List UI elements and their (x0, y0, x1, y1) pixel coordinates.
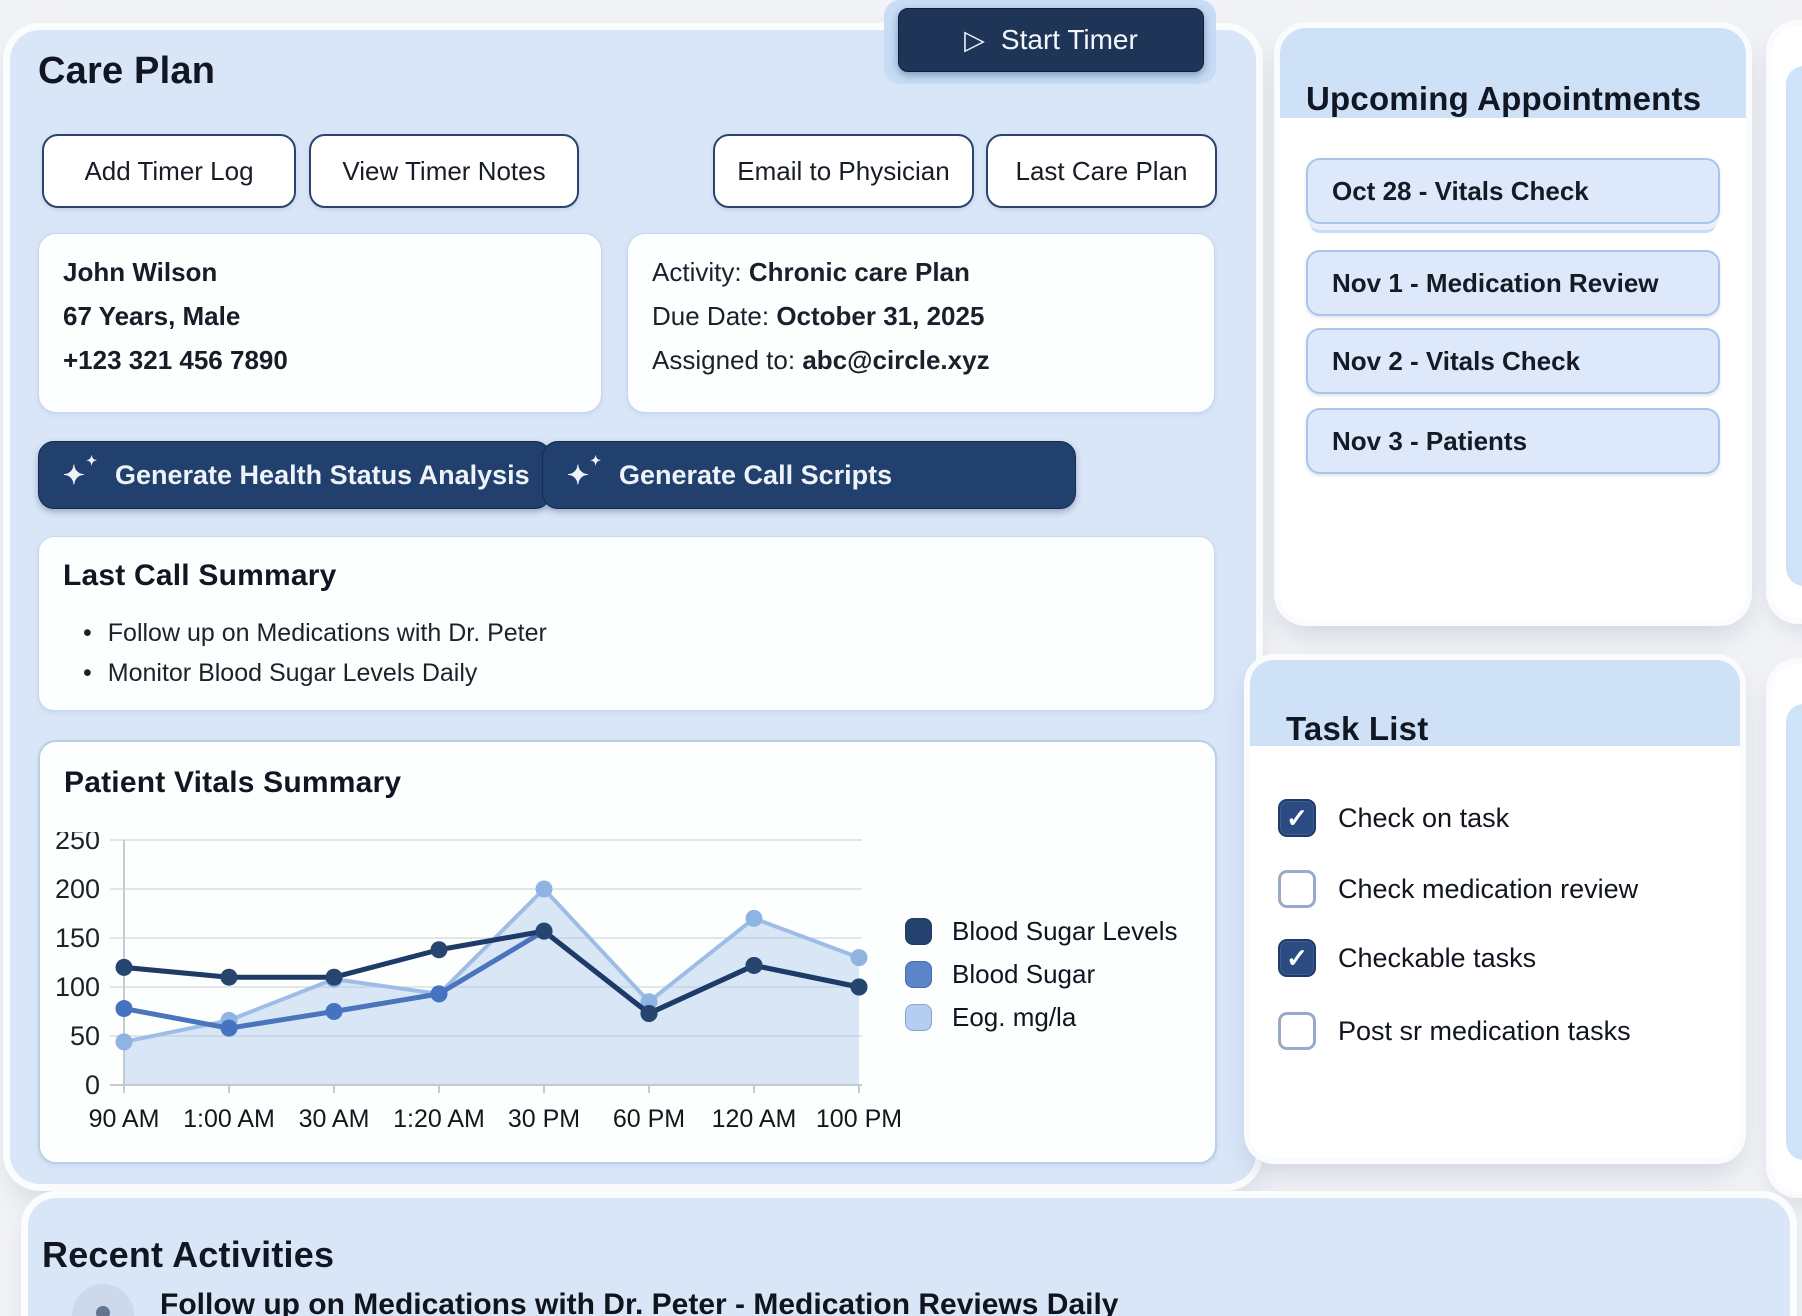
task-checkbox-medication-review[interactable] (1278, 870, 1316, 908)
task-label: Check on task (1338, 802, 1510, 833)
care-plan-title: Care Plan (38, 50, 216, 92)
svg-text:1:20 AM: 1:20 AM (393, 1105, 485, 1133)
avatar-dot-icon (96, 1306, 110, 1316)
svg-text:1:00 AM: 1:00 AM (183, 1105, 275, 1133)
task-row: Post sr medication tasks (1278, 1012, 1631, 1050)
patient-vitals-card: Patient Vitals Summary (38, 740, 1217, 1164)
start-timer-label: Start Timer (1000, 24, 1138, 55)
activity-label: Activity: (652, 257, 742, 287)
summary-item-text: Follow up on Medications with Dr. Peter (107, 619, 547, 647)
svg-text:200: 200 (55, 874, 100, 904)
legend-label: Blood Sugar Levels (952, 916, 1178, 946)
svg-text:100: 100 (55, 972, 100, 1002)
svg-text:0: 0 (85, 1070, 100, 1100)
assigned-line: Assigned to: abc@circle.xyz (652, 338, 990, 382)
task-list-card: Task List ✓ Check on task Check medicati… (1250, 660, 1740, 1158)
task-row: ✓ Checkable tasks (1278, 939, 1536, 977)
svg-text:100 PM: 100 PM (816, 1105, 900, 1133)
legend-swatch-blood-sugar-levels (905, 918, 932, 945)
summary-item: • Follow up on Medications with Dr. Pete… (83, 613, 547, 653)
due-date-value: October 31, 2025 (776, 301, 985, 331)
svg-text:150: 150 (55, 923, 100, 953)
svg-text:90 AM: 90 AM (89, 1105, 160, 1133)
patient-age-gender: 67 Years, Male (63, 301, 241, 331)
view-timer-notes-button[interactable]: View Timer Notes (309, 134, 579, 208)
task-list-header-band (1250, 660, 1740, 746)
legend-item: Blood Sugar (905, 953, 1177, 996)
last-call-summary-title: Last Call Summary (63, 559, 337, 592)
task-list-title: Task List (1286, 710, 1429, 747)
recent-activities-panel: Recent Activities Follow up on Medicatio… (28, 1198, 1790, 1316)
upcoming-appointments-title: Upcoming Appointments (1306, 80, 1702, 117)
svg-text:50: 50 (70, 1021, 100, 1051)
legend-label: Eog. mg/la (952, 1002, 1077, 1032)
sparkles-icon: ✦ ✦ (63, 453, 97, 490)
summary-item-text: Monitor Blood Sugar Levels Daily (107, 659, 478, 687)
chart-legend: Blood Sugar Levels Blood Sugar Eog. mg/l… (905, 910, 1177, 1039)
recent-activity-item: Follow up on Medications with Dr. Peter … (160, 1288, 1119, 1316)
task-checkbox-checkable-tasks[interactable]: ✓ (1278, 939, 1316, 977)
vitals-line-chart: 0 50 100 150 200 250 90 AM 1:00 AM 30 AM 1:20 AM 3… (55, 832, 900, 1133)
svg-text:30 AM: 30 AM (299, 1105, 370, 1133)
add-timer-log-button[interactable]: Add Timer Log (42, 134, 296, 208)
svg-text:250: 250 (55, 832, 100, 855)
generate-health-status-button[interactable]: ✦ ✦ Generate Health Status Analysis (38, 441, 551, 509)
assigned-label: Assigned to: (652, 345, 796, 375)
clipped-card-body (1786, 66, 1802, 586)
play-icon: ▷ (964, 24, 985, 55)
patient-info-card: John Wilson 67 Years, Male +123 321 456 … (38, 233, 602, 413)
last-care-plan-button[interactable]: Last Care Plan (986, 134, 1217, 208)
last-call-summary-card: Last Call Summary • Follow up on Medicat… (38, 536, 1215, 711)
task-label: Post sr medication tasks (1338, 1015, 1631, 1046)
activity-info-card: Activity: Chronic care Plan Due Date: Oc… (627, 233, 1215, 413)
appointment-item[interactable]: Nov 2 - Vitals Check (1306, 328, 1720, 394)
generate-call-scripts-label: Generate Call Scripts (619, 459, 893, 490)
task-checkbox-post-sr-medication[interactable] (1278, 1012, 1316, 1050)
clipped-right-card-bottom (1772, 664, 1802, 1192)
clipped-card-body (1786, 704, 1802, 1160)
appointments-header-band (1280, 28, 1746, 118)
svg-text:60 PM: 60 PM (613, 1105, 685, 1133)
activity-value: Chronic care Plan (748, 257, 970, 287)
legend-item: Eog. mg/la (905, 996, 1177, 1039)
appointment-item[interactable]: Nov 3 - Patients (1306, 408, 1720, 474)
bullet-icon: • (83, 619, 92, 647)
task-checkbox-check-on-task[interactable]: ✓ (1278, 799, 1316, 837)
appointment-item[interactable]: Nov 1 - Medication Review (1306, 250, 1720, 316)
due-date-line: Due Date: October 31, 2025 (652, 294, 990, 338)
appointment-item[interactable]: Oct 28 - Vitals Check (1306, 158, 1720, 224)
legend-swatch-blood-sugar (905, 961, 932, 988)
bullet-icon: • (83, 659, 92, 687)
task-row: ✓ Check on task (1278, 799, 1509, 837)
patient-name: John Wilson (63, 257, 218, 287)
legend-label: Blood Sugar (952, 959, 1096, 989)
sparkles-icon: ✦ ✦ (567, 453, 601, 490)
task-label: Checkable tasks (1338, 942, 1537, 973)
start-timer-button[interactable]: ▷ Start Timer (898, 8, 1204, 72)
patient-phone: +123 321 456 7890 (63, 345, 288, 375)
svg-text:120 AM: 120 AM (712, 1105, 797, 1133)
task-label: Check medication review (1338, 873, 1639, 904)
task-row: Check medication review (1278, 870, 1638, 908)
clipped-right-card-top (1772, 26, 1802, 618)
summary-item: • Monitor Blood Sugar Levels Daily (83, 653, 547, 693)
activity-line: Activity: Chronic care Plan (652, 250, 990, 294)
legend-swatch-eog (905, 1004, 932, 1031)
patient-vitals-title: Patient Vitals Summary (64, 766, 402, 799)
generate-health-status-label: Generate Health Status Analysis (115, 459, 530, 490)
activity-avatar (72, 1284, 134, 1316)
svg-text:30 PM: 30 PM (508, 1105, 580, 1133)
recent-activities-title: Recent Activities (42, 1234, 335, 1275)
legend-item: Blood Sugar Levels (905, 910, 1177, 953)
due-date-label: Due Date: (652, 301, 770, 331)
email-to-physician-button[interactable]: Email to Physician (713, 134, 974, 208)
assigned-value: abc@circle.xyz (802, 345, 990, 375)
generate-call-scripts-button[interactable]: ✦ ✦ Generate Call Scripts (542, 441, 1076, 509)
upcoming-appointments-card: Upcoming Appointments Oct 28 - Vitals Ch… (1280, 28, 1746, 620)
